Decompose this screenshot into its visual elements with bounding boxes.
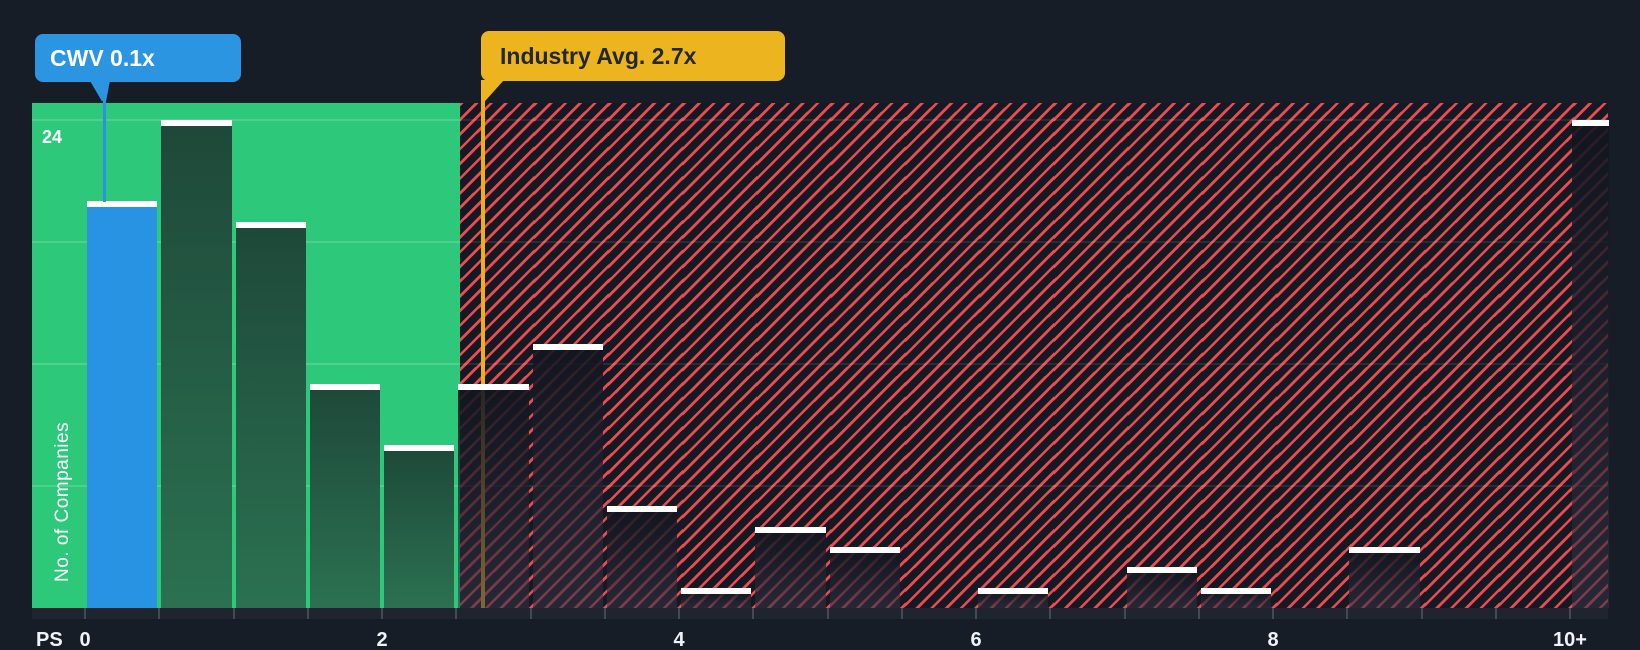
histogram-bar-0.5-1[interactable] [161,120,232,608]
y-axis-max-label: 24 [42,127,63,147]
x-axis-tick [1346,608,1349,619]
bar-top-cap [978,587,1049,594]
x-axis-tick [1494,608,1497,619]
histogram-bar-0-0.5[interactable] [87,201,158,608]
bar-top-cap [1126,567,1197,574]
above-average-red-hatched-zone [460,103,1608,608]
histogram-bar-4-4.5[interactable] [681,587,752,608]
histogram-bar-5-5.5[interactable] [829,547,900,608]
x-axis-tick [529,608,532,619]
industry-average-callout: Industry Avg. 2.7x [481,31,785,81]
bar-top-cap [1200,587,1272,594]
company-callout-pointer [90,81,110,101]
x-axis-tick [678,608,680,619]
industry-callout-pointer [481,80,504,101]
bar-top-cap [87,201,158,208]
x-axis-tick [381,608,383,619]
x-axis-tick [975,608,977,619]
x-axis-tick [603,608,606,619]
bar-top-cap [606,506,678,513]
x-axis-tick [826,608,829,619]
histogram-bar-3-3.5[interactable] [532,343,603,608]
histogram-bar-1-1.5[interactable] [235,221,306,608]
bar-top-cap [235,221,306,228]
histogram-bar-2-2.5[interactable] [384,445,455,608]
x-axis-label-0: 0 [79,629,91,650]
gridline-6 [460,485,1608,487]
industry-average-line [481,99,485,608]
histogram-bar-2.5-3[interactable] [458,384,529,608]
x-axis-tick [752,608,755,619]
bar-top-cap [681,587,752,594]
x-axis-tick [158,608,161,619]
histogram-bar-8.5-9[interactable] [1349,547,1420,608]
bar-top-cap [1349,547,1420,553]
bar-top-cap [1572,120,1609,126]
histogram-bar-10+[interactable] [1572,120,1609,608]
company-callout-label: CWV 0.1x [50,44,155,71]
x-axis-label-10+: 10+ [1553,629,1587,650]
x-axis-label-2: 2 [376,629,388,650]
gridline-12 [460,363,1608,365]
bar-top-cap [458,384,529,391]
histogram-bar-7-7.5[interactable] [1126,567,1197,608]
company-callout: CWV 0.1x [35,34,241,82]
bar-top-cap [161,120,232,126]
histogram-bar-6-6.5[interactable] [978,587,1049,608]
x-axis-label-6: 6 [970,629,982,650]
bar-top-cap [309,384,381,391]
company-marker-line [103,99,106,202]
gridline-24 [460,119,1608,121]
x-axis-tick [232,608,235,619]
industry-callout-label: Industry Avg. 2.7x [500,42,697,69]
x-axis-tick [1123,608,1126,619]
bar-top-cap [384,445,455,452]
bar-top-cap [755,526,826,533]
x-axis-label-8: 8 [1267,629,1279,650]
gridline-24 [32,119,460,121]
histogram-bar-4.5-5[interactable] [755,526,826,608]
histogram-bar-1.5-2[interactable] [309,384,381,608]
x-axis-tick [1420,608,1423,619]
x-axis-tick [1197,608,1200,619]
x-axis-title: PS [36,629,63,650]
x-axis-tick [900,608,903,619]
x-axis-tick [1272,608,1274,619]
x-axis-band [32,608,1608,619]
x-axis-tick [1569,608,1571,619]
y-axis-title: No. of Companies [52,421,73,583]
gridline-18 [460,241,1608,243]
histogram-bar-3.5-4[interactable] [606,506,678,608]
bar-top-cap [532,343,603,350]
x-axis-tick [1049,608,1052,619]
histogram-bar-7.5-8[interactable] [1200,587,1272,608]
bar-top-cap [829,547,900,553]
x-axis-tick [84,608,86,619]
x-axis-tick [455,608,458,619]
x-axis-tick [306,608,309,619]
x-axis-label-4: 4 [673,629,685,650]
